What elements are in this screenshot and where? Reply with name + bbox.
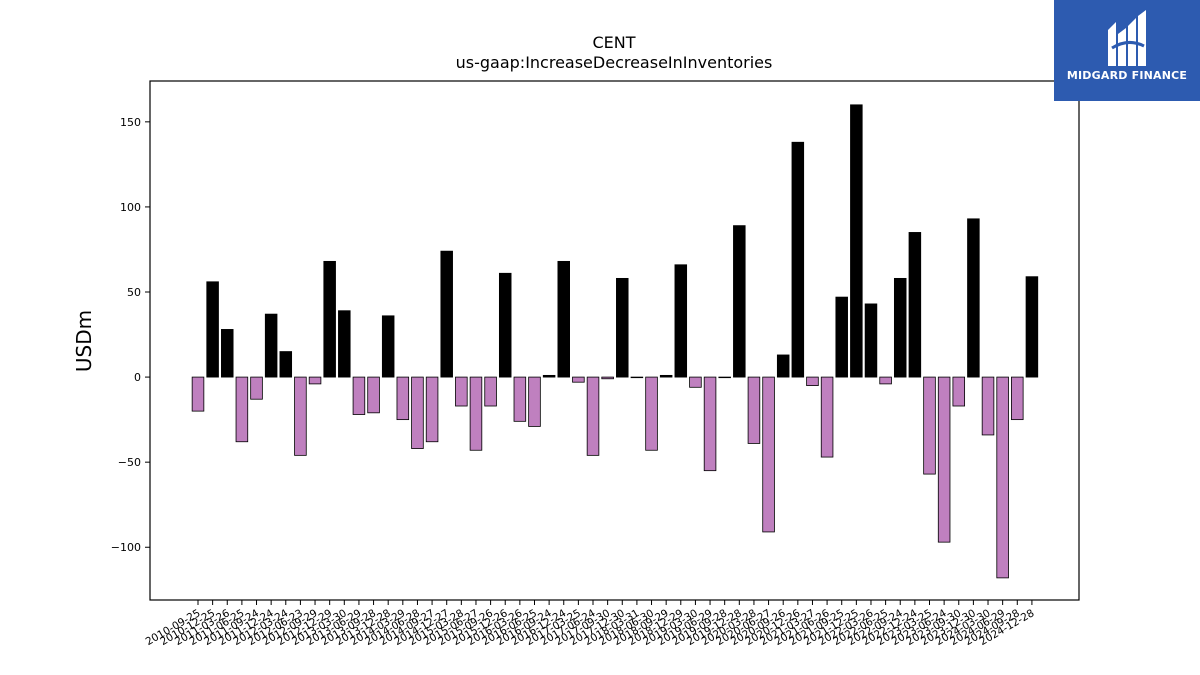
bar	[323, 260, 336, 378]
bar	[601, 376, 614, 380]
bar	[528, 376, 541, 427]
bar	[981, 376, 995, 436]
bar	[235, 376, 249, 443]
bar	[835, 296, 848, 378]
bar	[425, 376, 439, 443]
bar	[250, 376, 263, 400]
bar	[572, 376, 585, 383]
bar	[747, 376, 761, 444]
logo-mark-icon	[1108, 10, 1146, 66]
bar	[294, 376, 307, 456]
plot-frame	[149, 80, 1080, 601]
y-tick-label: 100	[120, 201, 141, 214]
bar	[338, 310, 351, 378]
bar	[206, 281, 219, 378]
bar	[645, 376, 658, 451]
bar	[937, 376, 951, 543]
bar	[367, 376, 380, 414]
bar	[718, 376, 731, 379]
bar	[820, 376, 834, 458]
bar	[411, 376, 424, 449]
bar	[630, 376, 644, 379]
bar	[221, 329, 234, 378]
bar	[776, 354, 790, 378]
bar	[762, 376, 775, 533]
bar	[908, 232, 922, 378]
bar	[996, 376, 1009, 579]
y-tick-label: 0	[134, 371, 141, 384]
bar	[806, 376, 819, 386]
bar	[396, 376, 410, 421]
bar	[308, 376, 322, 385]
bar	[469, 376, 483, 451]
y-tick-label: 150	[120, 116, 141, 129]
logo-text: MIDGARD FINANCE	[1066, 69, 1188, 82]
y-tick-label: −50	[118, 456, 141, 469]
y-axis-label: USDm	[72, 310, 96, 372]
bar	[879, 376, 892, 385]
bar	[659, 374, 673, 378]
bar	[1011, 376, 1024, 421]
bar	[191, 376, 205, 412]
bar	[967, 218, 980, 378]
chart-subtitle: us-gaap:IncreaseDecreaseInInventories	[456, 53, 773, 72]
bar	[689, 376, 702, 388]
bar	[850, 104, 863, 378]
bar	[498, 272, 512, 378]
chart-title: CENT	[592, 33, 635, 52]
bar	[586, 376, 600, 456]
bar	[703, 376, 717, 472]
bar	[864, 303, 878, 378]
bar	[791, 141, 805, 378]
midgard-finance-logo: MIDGARD FINANCE	[1054, 0, 1200, 101]
bar	[440, 250, 453, 378]
bar	[484, 376, 497, 407]
bar	[616, 277, 629, 378]
bar	[279, 351, 293, 378]
bar	[264, 313, 278, 378]
bar	[952, 376, 966, 407]
bar	[381, 315, 395, 378]
bar	[455, 376, 468, 407]
bar	[1025, 276, 1039, 378]
y-tick-label: −100	[111, 541, 141, 554]
bar	[923, 376, 936, 475]
plot-area: −100−500501001502010-09-252010-12-252011…	[111, 104, 1039, 648]
bar	[542, 374, 556, 378]
bar	[733, 225, 746, 378]
y-tick-label: 50	[127, 286, 141, 299]
bar	[513, 376, 527, 422]
bar	[674, 264, 688, 378]
bar	[893, 277, 907, 378]
bar	[352, 376, 366, 415]
bar	[557, 260, 571, 378]
